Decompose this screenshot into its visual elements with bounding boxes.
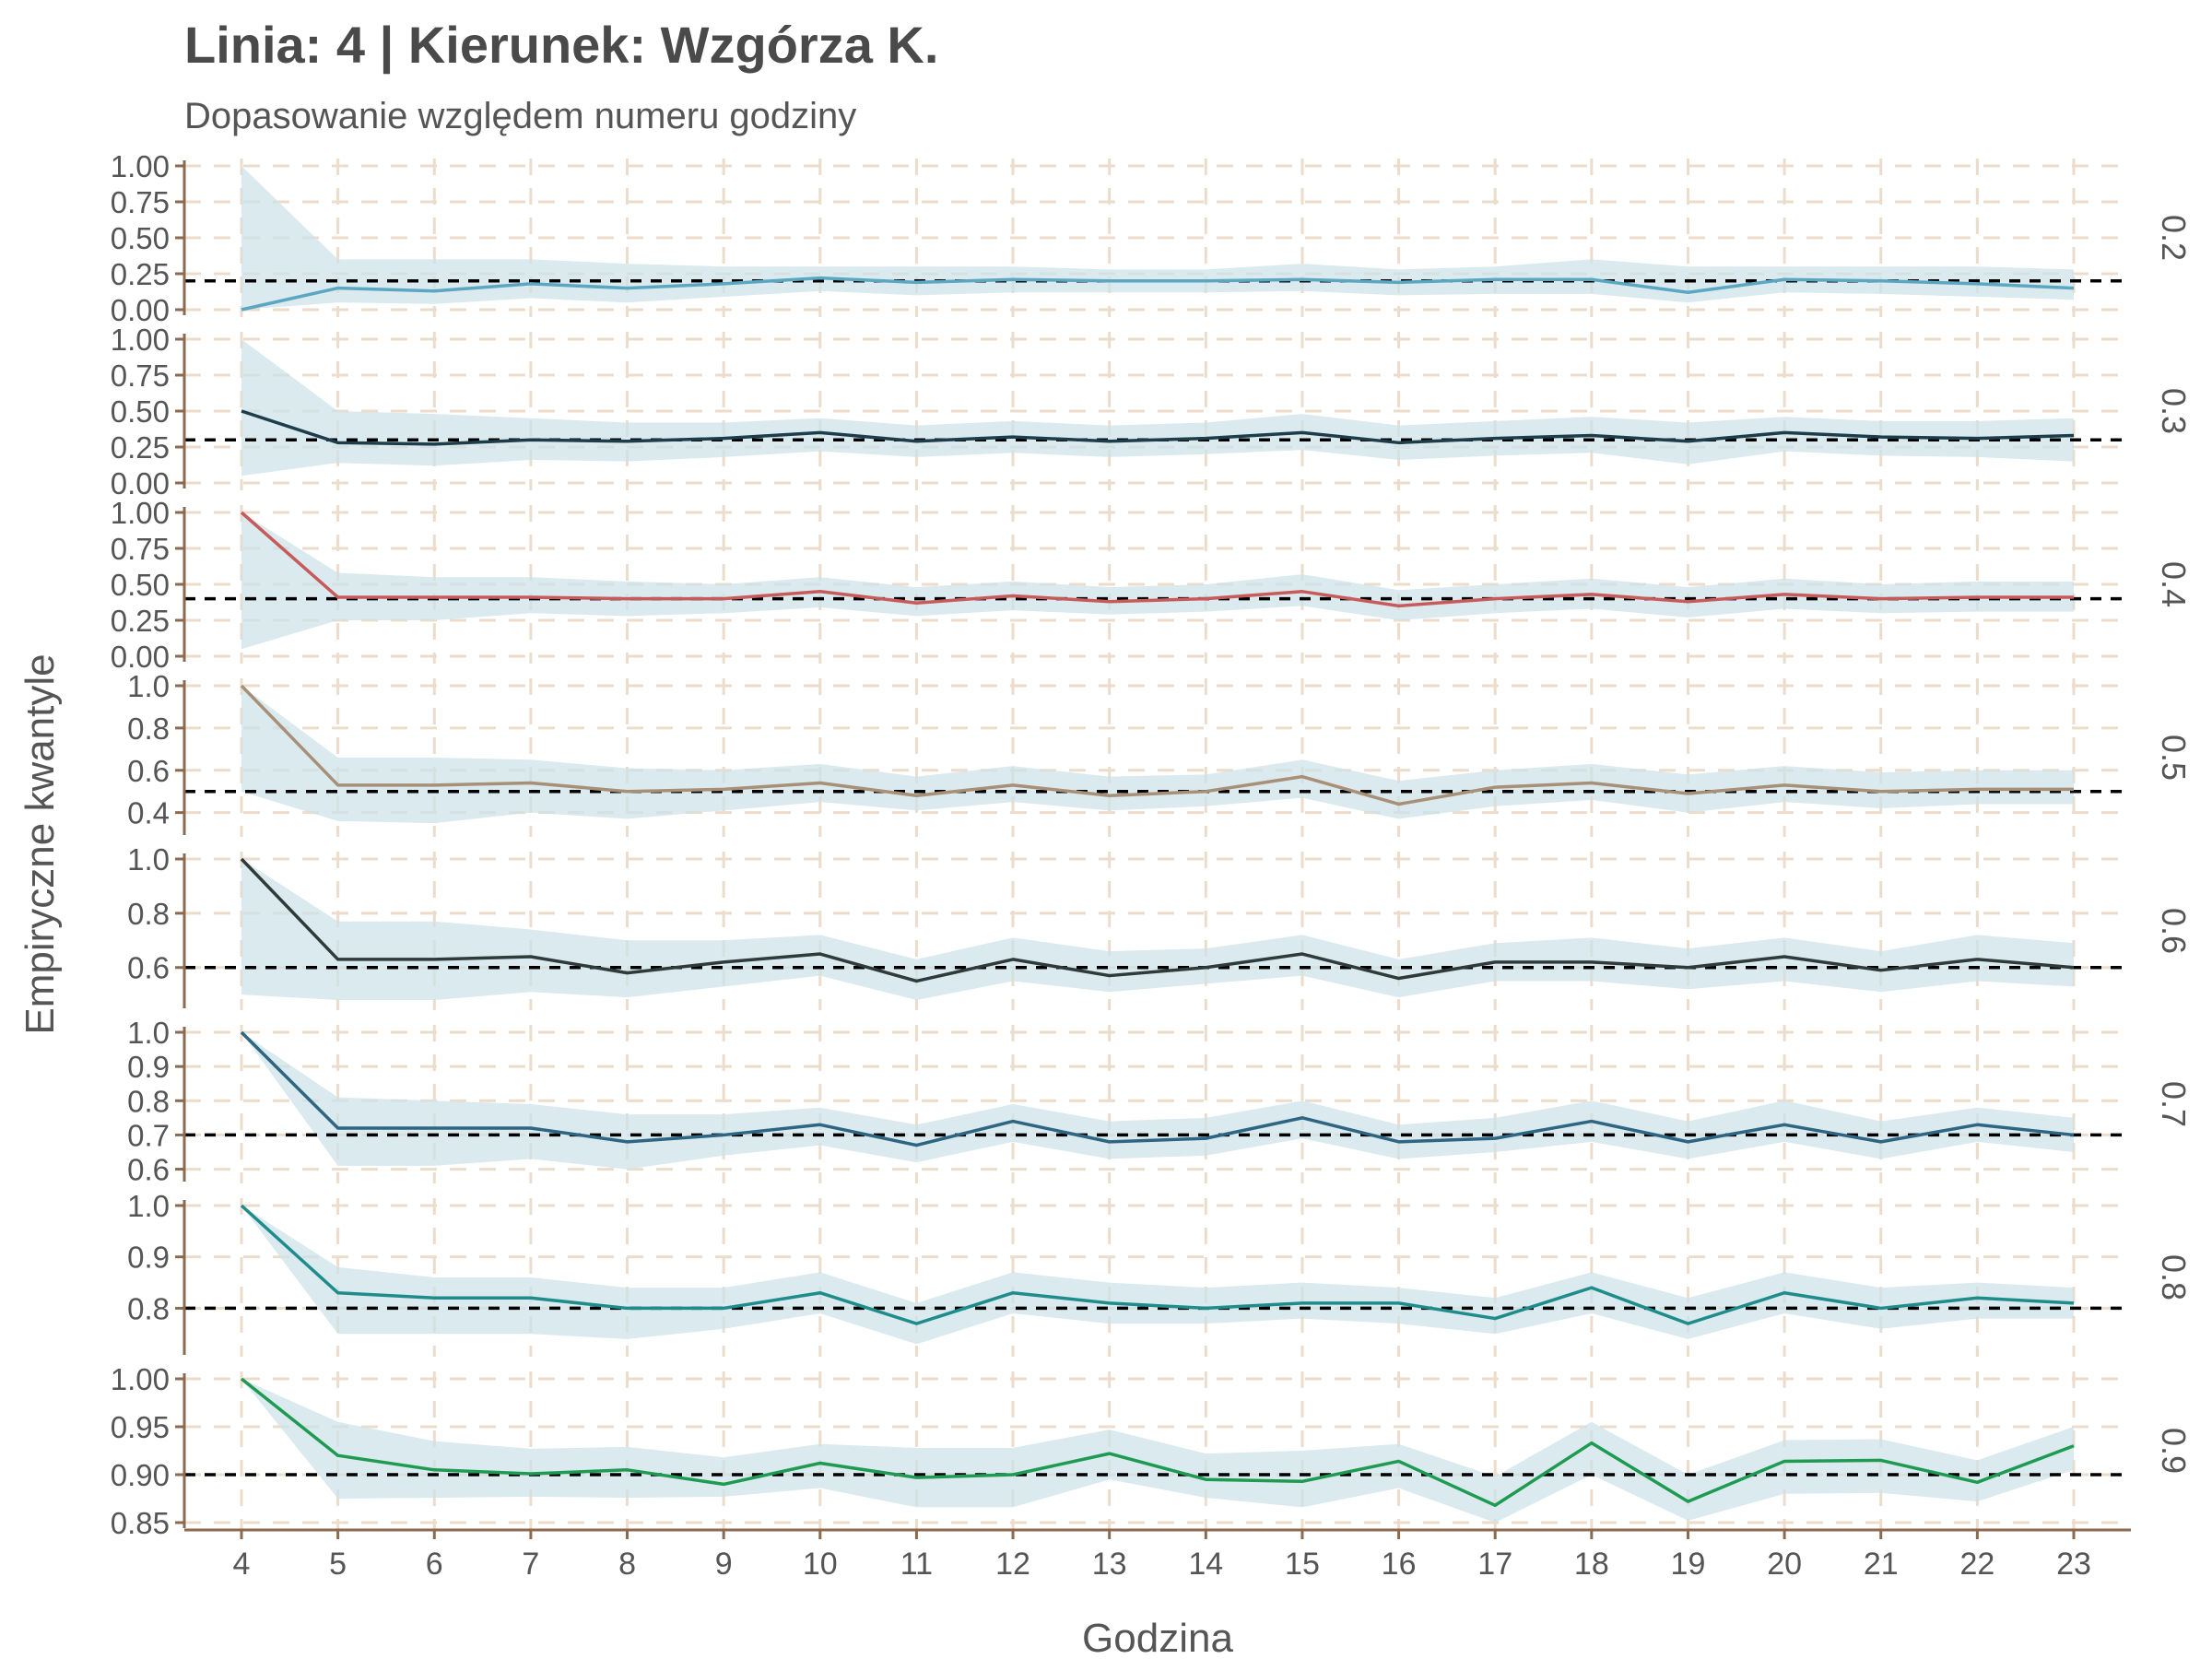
y-tick-label: 1.0 (127, 842, 170, 877)
x-tick-label: 9 (715, 1547, 733, 1582)
facet-label: 0.2 (2155, 215, 2193, 261)
facet-label: 0.3 (2155, 388, 2193, 434)
y-tick-label: 0.9 (127, 1050, 170, 1084)
chart-subtitle: Dopasowanie względem numeru godziny (184, 96, 857, 136)
y-tick-label: 1.00 (111, 496, 170, 530)
x-tick-label: 22 (1959, 1547, 1994, 1582)
x-tick-label: 16 (1382, 1547, 1417, 1582)
facet-label: 0.5 (2155, 735, 2193, 781)
x-tick-label: 11 (900, 1547, 933, 1582)
y-tick-label: 0.8 (127, 712, 170, 746)
y-tick-label: 1.0 (127, 669, 170, 703)
y-tick-label: 1.00 (111, 149, 170, 183)
x-tick-label: 15 (1285, 1547, 1320, 1582)
y-tick-label: 0.25 (111, 430, 170, 465)
y-tick-label: 0.6 (127, 1153, 170, 1187)
y-tick-label: 0.75 (111, 532, 170, 566)
y-tick-label: 0.6 (127, 951, 170, 985)
panel-0-7: 0.60.70.80.91.00.7 (127, 1016, 2193, 1187)
panel-0-9: 0.85 0.90 0.95 1.00 0.9 (111, 1362, 2193, 1540)
x-tick-label: 21 (1864, 1547, 1899, 1582)
chart-title: Linia: 4 | Kierunek: Wzgórza K. (184, 16, 939, 74)
series-line (240, 1204, 2075, 1325)
y-tick-label: 0.8 (127, 1084, 170, 1118)
series-line (240, 1377, 2075, 1508)
panel-0-3: 0.000.250.500.751.00 0.3 (111, 323, 2193, 500)
x-tick-label: 13 (1092, 1547, 1127, 1582)
series-line (240, 684, 2074, 806)
confidence-band (241, 339, 2074, 477)
y-tick-label: 0.8 (127, 1291, 170, 1325)
y-tick-label: 0.00 (111, 466, 170, 500)
series-line (240, 857, 2075, 983)
panel-0-2: 0.000.250.500.751.00 0.2 (111, 149, 2193, 327)
x-tick-label: 7 (522, 1547, 539, 1582)
y-tick-label: 0.00 (111, 640, 170, 674)
y-tick-label: 0.90 (111, 1458, 170, 1492)
confidence-band (241, 1379, 2074, 1523)
x-tick-label: 23 (2056, 1547, 2091, 1582)
y-tick-label: 0.25 (111, 257, 170, 291)
y-tick-label: 0.9 (127, 1241, 170, 1275)
series-line (241, 276, 2075, 312)
confidence-band (241, 512, 2074, 650)
x-tick-label: 14 (1188, 1547, 1223, 1582)
y-tick-label: 0.95 (111, 1410, 170, 1444)
panel-0-5: 0.4 0.6 0.8 1.0 0.5 (127, 669, 2193, 837)
x-tick-label: 20 (1767, 1547, 1802, 1582)
facet-label: 0.8 (2155, 1254, 2193, 1300)
x-tick-label: 5 (329, 1547, 347, 1582)
x-tick-label: 4 (233, 1547, 251, 1582)
confidence-band (241, 166, 2074, 310)
y-tick-label: 0.00 (111, 293, 170, 327)
y-tick-label: 0.6 (127, 754, 170, 788)
x-tick-label: 12 (995, 1547, 1030, 1582)
y-tick-label: 1.00 (111, 323, 170, 357)
y-tick-label: 1.0 (127, 1016, 170, 1050)
x-axis-title: Godzina (1082, 1616, 1233, 1659)
y-tick-label: 0.75 (111, 359, 170, 393)
panel-0-8: 0.8 0.9 1.0 0.8 (127, 1189, 2193, 1357)
x-tick-label: 8 (618, 1547, 636, 1582)
y-tick-label: 0.4 (127, 796, 170, 830)
y-tick-label: 0.85 (111, 1506, 170, 1540)
panel-0-6: 0.6 0.8 1.0 0.6 (127, 842, 2193, 1010)
y-axis-title: Empiryczne kwantyle (18, 653, 63, 1034)
y-tick-label: 0.75 (111, 185, 170, 219)
y-tick-label: 0.8 (127, 897, 170, 931)
y-tick-label: 0.7 (127, 1118, 170, 1152)
facet-label: 0.6 (2155, 908, 2193, 954)
x-tick-label: 10 (803, 1547, 838, 1582)
y-tick-label: 0.50 (111, 568, 170, 602)
confidence-band (241, 686, 2074, 824)
y-tick-label: 0.50 (111, 394, 170, 429)
series-line (240, 1030, 2075, 1147)
x-tick-label: 18 (1574, 1547, 1609, 1582)
series-line (240, 511, 2074, 608)
confidence-band (241, 1206, 2074, 1345)
confidence-band (241, 859, 2074, 1001)
facet-label: 0.7 (2155, 1081, 2193, 1127)
y-tick-label: 1.00 (111, 1362, 170, 1396)
x-tick-label: 17 (1477, 1547, 1512, 1582)
facet-label: 0.9 (2155, 1428, 2193, 1474)
y-tick-label: 1.0 (127, 1189, 170, 1223)
panel-0-4: 0.000.250.500.751.00 0.4 (111, 496, 2193, 674)
y-tick-label: 0.50 (111, 221, 170, 255)
facet-label: 0.4 (2155, 561, 2193, 607)
y-tick-label: 0.25 (111, 604, 170, 638)
x-tick-label: 19 (1671, 1547, 1706, 1582)
series-line (241, 409, 2075, 446)
x-tick-label: 6 (426, 1547, 443, 1582)
